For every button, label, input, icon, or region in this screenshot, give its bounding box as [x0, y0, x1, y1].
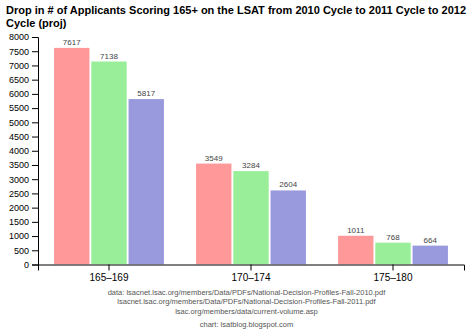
- title-line: Drop in # of Applicants Scoring 165+ on …: [6, 4, 466, 16]
- y-tick-mark: [32, 236, 38, 237]
- x-tick: 170–174: [232, 265, 271, 283]
- y-tick-mark: [32, 51, 38, 52]
- y-tick: 2000: [9, 203, 38, 213]
- y-tick: 0: [24, 260, 38, 270]
- x-tick-label: 165–169: [90, 272, 129, 283]
- footnote: chart: lsatblog.blogspot.com: [200, 320, 293, 329]
- bar: [91, 62, 126, 265]
- data-label: 7617: [63, 38, 81, 47]
- title-line: Cycle (proj): [6, 17, 67, 29]
- chart-svg: Drop in # of Applicants Scoring 165+ on …: [0, 0, 474, 332]
- y-tick-mark: [32, 65, 38, 66]
- x-tick: 165–169: [90, 265, 129, 283]
- x-tick-label: 175–180: [374, 272, 413, 283]
- data-label: 768: [386, 233, 400, 242]
- y-tick: 6000: [9, 89, 38, 99]
- y-tick-mark: [32, 265, 38, 266]
- chart-container: Drop in # of Applicants Scoring 165+ on …: [0, 0, 474, 332]
- y-tick-label: 4000: [9, 146, 29, 156]
- bar: [375, 243, 410, 265]
- data-label: 664: [424, 236, 438, 245]
- y-tick-label: 1000: [9, 231, 29, 241]
- y-tick-mark: [32, 208, 38, 209]
- x-axis-line: [39, 265, 465, 271]
- y-tick-label: 6500: [9, 75, 29, 85]
- y-tick: 5500: [9, 103, 38, 113]
- y-tick-label: 5000: [9, 118, 29, 128]
- data-label: 5817: [137, 89, 155, 98]
- y-tick-label: 3500: [9, 160, 29, 170]
- data-label: 2604: [279, 180, 297, 189]
- y-tick-mark: [32, 193, 38, 194]
- y-tick: 4000: [9, 146, 38, 156]
- y-tick-label: 6000: [9, 89, 29, 99]
- y-tick-label: 2500: [9, 189, 29, 199]
- x-tick-mark: [393, 265, 394, 271]
- bar: [196, 164, 231, 265]
- x-tick: 175–180: [374, 265, 413, 283]
- x-axis: 165–169 170–174 175–180: [39, 265, 465, 283]
- y-tick-label: 8000: [9, 32, 29, 42]
- y-tick: 3000: [9, 175, 38, 185]
- y-tick-mark: [32, 137, 38, 138]
- footnote: data: lsacnet.lsac.org/members/Data/PDFs…: [108, 288, 387, 297]
- y-tick-label: 0: [24, 260, 29, 270]
- bar: [54, 48, 89, 265]
- y-tick-mark: [32, 94, 38, 95]
- y-tick-label: 1500: [9, 217, 29, 227]
- y-tick-mark: [32, 122, 38, 123]
- data-label: 1011: [347, 226, 365, 235]
- data-label: 3549: [205, 154, 223, 163]
- y-tick: 8000: [9, 32, 38, 42]
- y-tick: 7000: [9, 61, 38, 71]
- x-tick-mark: [109, 265, 110, 271]
- data-labels: 7617 3549 1011 7138 3284 768 5817 2604 664: [63, 38, 438, 245]
- y-axis: 0 500 1000 1500 2000 2500 3000 3500 4000 4500 5000…: [9, 32, 39, 270]
- y-tick: 6500: [9, 75, 38, 85]
- y-tick: 2500: [9, 189, 38, 199]
- footnote: lsacnet.lsac.org/members/Data/PDFs/Natio…: [117, 297, 376, 306]
- data-label: 3284: [242, 161, 260, 170]
- y-axis-line: [32, 38, 39, 266]
- y-tick-mark: [32, 37, 38, 38]
- y-tick-mark: [32, 165, 38, 166]
- y-tick-label: 7500: [9, 47, 29, 57]
- bars: [54, 48, 448, 265]
- y-tick: 5000: [9, 118, 38, 128]
- y-tick-label: 2000: [9, 203, 29, 213]
- y-tick: 1000: [9, 231, 38, 241]
- x-tick-mark: [251, 265, 252, 271]
- y-tick: 4500: [9, 132, 38, 142]
- y-tick-mark: [32, 80, 38, 81]
- bar: [413, 246, 448, 265]
- y-tick-label: 7000: [9, 61, 29, 71]
- footnote: lsac.org/members/data/current-volume.asp: [175, 307, 318, 316]
- y-tick-mark: [32, 250, 38, 251]
- y-tick-label: 3000: [9, 175, 29, 185]
- y-tick-label: 4500: [9, 132, 29, 142]
- bar: [338, 236, 373, 265]
- y-tick: 500: [14, 246, 38, 256]
- title: Drop in # of Applicants Scoring 165+ on …: [6, 4, 466, 29]
- bar: [233, 171, 268, 264]
- y-tick: 7500: [9, 47, 38, 57]
- y-tick-mark: [32, 179, 38, 180]
- y-tick-mark: [32, 151, 38, 152]
- y-tick-label: 5500: [9, 103, 29, 113]
- bar: [271, 190, 306, 264]
- bar: [129, 99, 164, 264]
- data-label: 7138: [100, 52, 118, 61]
- y-tick-label: 500: [14, 246, 29, 256]
- y-tick: 1500: [9, 217, 38, 227]
- x-tick-label: 170–174: [232, 272, 271, 283]
- y-tick-mark: [32, 108, 38, 109]
- y-tick-mark: [32, 222, 38, 223]
- y-tick: 3500: [9, 160, 38, 170]
